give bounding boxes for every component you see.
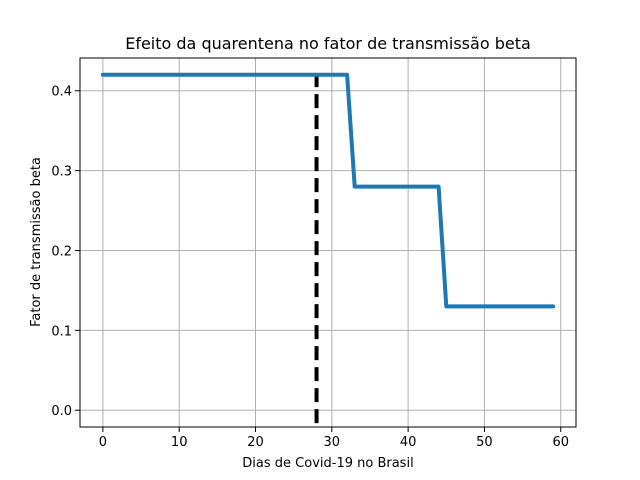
y-tick-label: 0.4	[51, 85, 72, 100]
x-tick-label: 10	[171, 435, 188, 450]
plot-frame	[79, 57, 577, 428]
series-line-beta	[100, 72, 556, 309]
x-axis-label: Dias de Covid-19 no Brasil	[242, 456, 413, 471]
x-tick-label: 0	[99, 435, 107, 450]
y-ticks: 0.0 0.1 0.2 0.3 0.4	[51, 85, 80, 419]
y-tick-label: 0.0	[51, 404, 72, 419]
y-tick-label: 0.1	[51, 324, 72, 339]
plot-lines	[100, 72, 556, 424]
x-tick-label: 30	[324, 435, 341, 450]
y-tick-label: 0.2	[51, 244, 72, 259]
x-tick-label: 50	[476, 435, 493, 450]
x-ticks: 0 10 20 30 40 50 60	[99, 427, 569, 450]
x-tick-label: 60	[552, 435, 569, 450]
y-axis-label: Fator de transmissão beta	[29, 157, 44, 327]
y-tick-label: 0.3	[51, 165, 72, 180]
chart-title: Efeito da quarentena no fator de transmi…	[125, 34, 531, 53]
x-tick-label: 20	[247, 435, 264, 450]
x-tick-label: 40	[400, 435, 417, 450]
grid	[80, 58, 576, 427]
